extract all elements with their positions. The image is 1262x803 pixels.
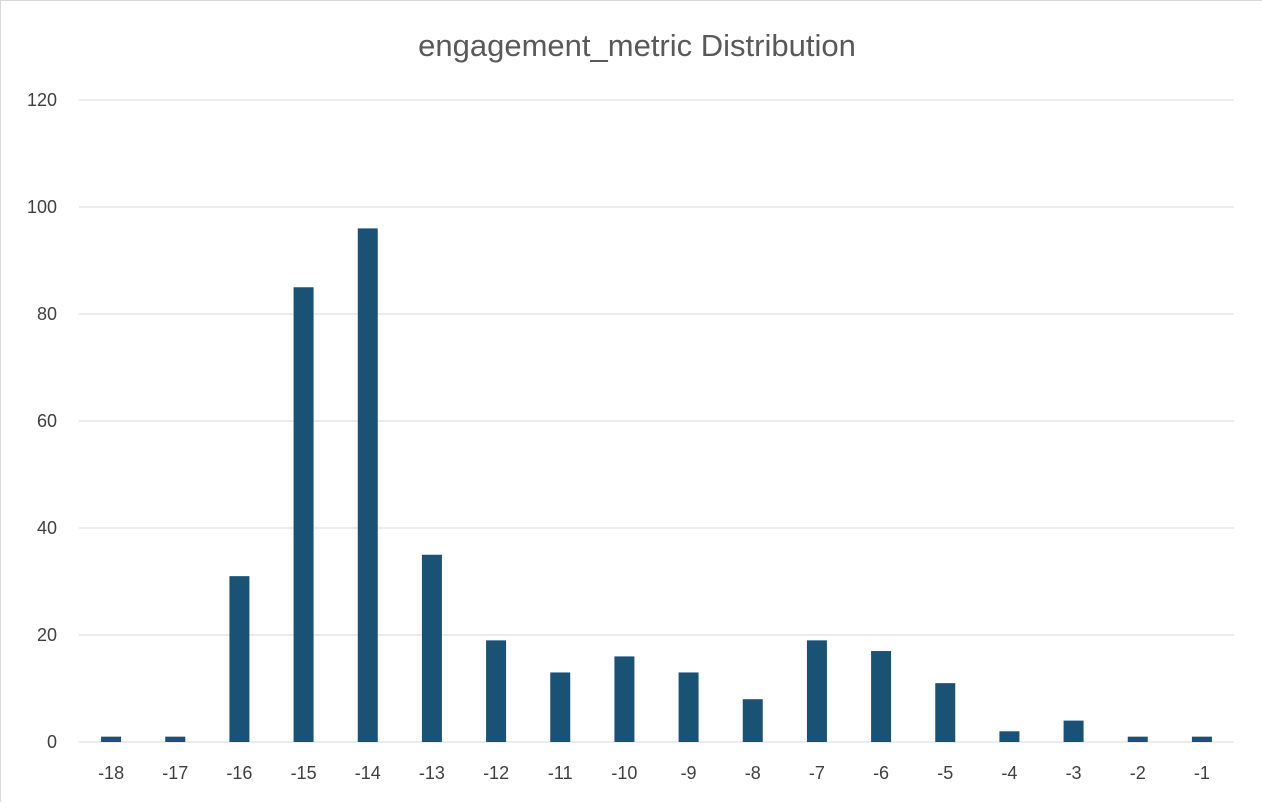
- y-tick-label: 20: [37, 625, 57, 645]
- x-tick-label: -14: [355, 763, 381, 783]
- y-tick-label: 80: [37, 304, 57, 324]
- y-tick-label: 60: [37, 411, 57, 431]
- bars: [101, 228, 1212, 742]
- x-tick-label: -7: [809, 763, 825, 783]
- x-tick-label: -9: [681, 763, 697, 783]
- x-axis-ticks: -18 -17 -16 -15 -14 -13 -12 -11 -10 -9 -8 -7 -6 -5 -4 -…: [98, 763, 1210, 783]
- bar--18: [101, 736, 122, 742]
- x-tick-label: -18: [98, 763, 124, 783]
- y-tick-label: 120: [27, 90, 57, 110]
- bar--7: [806, 640, 827, 742]
- y-tick-label: 100: [27, 197, 57, 217]
- x-tick-label: -6: [873, 763, 889, 783]
- x-tick-label: -13: [419, 763, 445, 783]
- x-tick-label: -8: [745, 763, 761, 783]
- gridlines: [79, 99, 1234, 743]
- bar--2: [1127, 736, 1148, 742]
- y-tick-label: 0: [47, 732, 57, 752]
- x-tick-label: -4: [1001, 763, 1017, 783]
- bar--13: [421, 554, 442, 742]
- y-axis-ticks: 0 20 40 60 80 100 120: [27, 90, 57, 752]
- x-tick-label: -3: [1066, 763, 1082, 783]
- x-tick-label: -12: [483, 763, 509, 783]
- bar--17: [165, 736, 186, 742]
- bar--6: [871, 651, 892, 742]
- x-tick-label: -10: [611, 763, 637, 783]
- x-tick-label: -5: [937, 763, 953, 783]
- chart-title: engagement_metric Distribution: [418, 28, 856, 63]
- bar--10: [614, 656, 635, 742]
- bar--12: [486, 640, 507, 742]
- bar--3: [1063, 720, 1084, 742]
- bar--4: [999, 731, 1020, 742]
- y-tick-label: 40: [37, 518, 57, 538]
- x-tick-label: -2: [1130, 763, 1146, 783]
- x-tick-label: -11: [548, 763, 573, 783]
- bar--1: [1191, 736, 1212, 742]
- x-tick-label: -15: [291, 763, 317, 783]
- x-tick-label: -1: [1194, 763, 1210, 783]
- bar--8: [742, 699, 763, 742]
- x-tick-label: -17: [162, 763, 188, 783]
- x-tick-label: -16: [226, 763, 252, 783]
- bar--14: [357, 228, 378, 742]
- bar--5: [935, 683, 956, 742]
- bar--11: [550, 672, 571, 742]
- bar--16: [229, 576, 250, 742]
- bar--15: [293, 287, 314, 742]
- bar--9: [678, 672, 699, 742]
